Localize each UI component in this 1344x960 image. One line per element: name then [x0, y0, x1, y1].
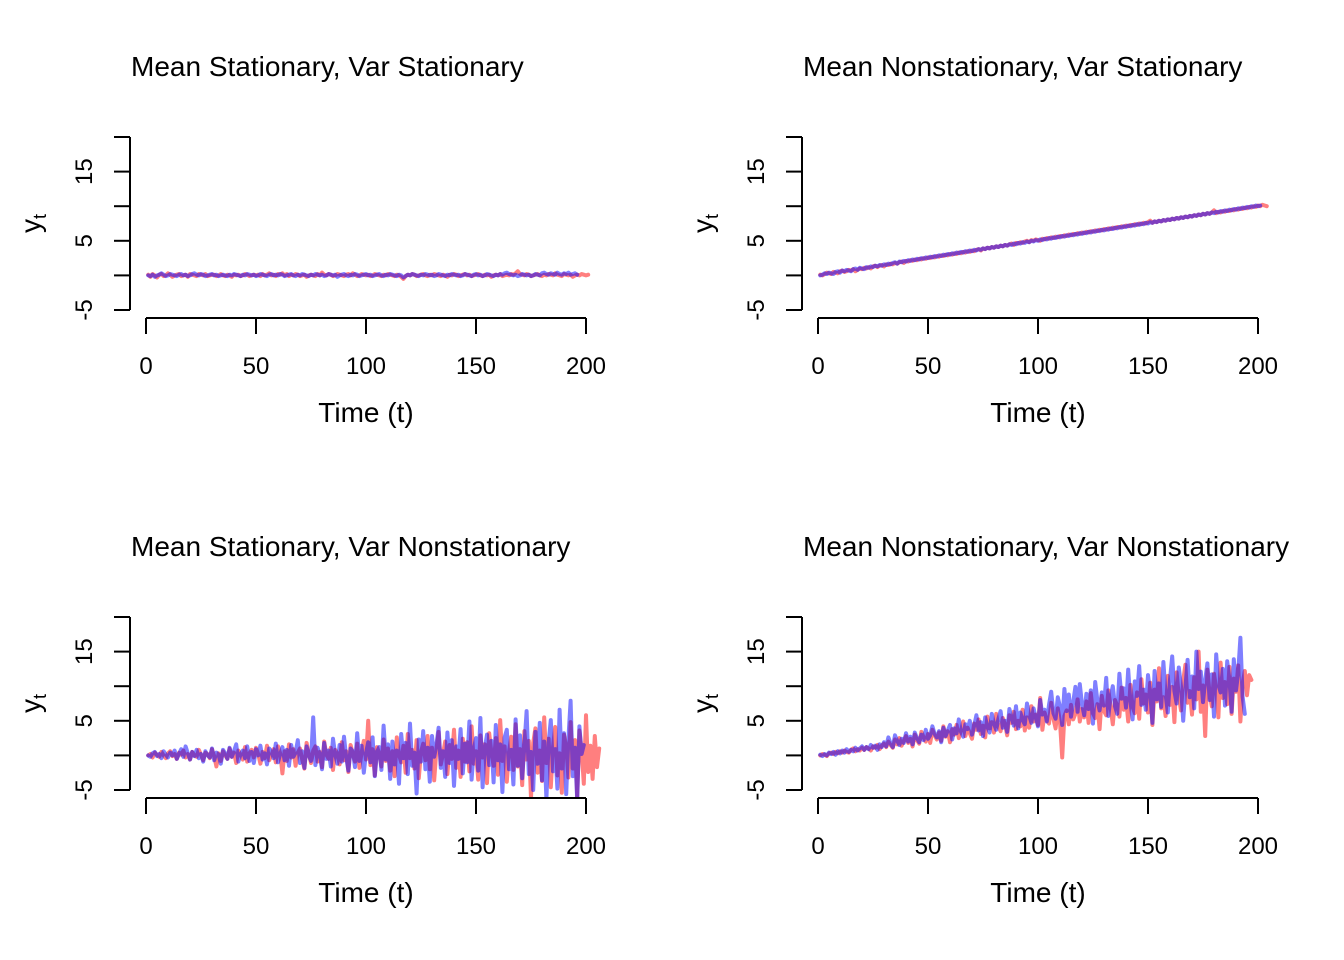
y-axis: -5 5 15	[71, 136, 131, 321]
y-axis: -5 5 15	[743, 136, 803, 321]
x-axis: 0 50 100 150 200	[811, 797, 1278, 860]
y-axis-label: yt	[15, 694, 50, 713]
y-axis-label-subscript: t	[702, 214, 722, 219]
x-tick-label: 150	[456, 353, 496, 380]
panel-1: Mean Stationary, Var Stationary -5 5 15 yt 0 5…	[15, 51, 606, 428]
y-axis-label-subscript: t	[702, 694, 722, 699]
x-tick-label: 0	[811, 353, 824, 380]
x-axis: 0 50 100 150 200	[139, 317, 606, 380]
y-axis-label-main: y	[15, 699, 46, 713]
series-line-blue	[146, 698, 586, 798]
x-axis-label: Time (t)	[990, 877, 1085, 908]
panel-title: Mean Stationary, Var Nonstationary	[131, 531, 570, 562]
y-axis-label: yt	[687, 214, 722, 233]
y-tick-label: -5	[71, 779, 98, 800]
y-axis-label-main: y	[15, 219, 46, 233]
y-tick-label: 5	[71, 234, 98, 247]
y-tick-label: -5	[743, 299, 770, 320]
y-tick-label: 5	[71, 714, 98, 727]
y-axis: -5 5 15	[71, 616, 131, 801]
x-tick-label: 200	[566, 833, 606, 860]
x-tick-label: 50	[915, 833, 942, 860]
x-tick-label: 200	[566, 353, 606, 380]
y-tick-label: 15	[71, 158, 98, 185]
x-tick-label: 0	[139, 353, 152, 380]
panel-title: Mean Nonstationary, Var Stationary	[803, 51, 1242, 82]
panel-title: Mean Nonstationary, Var Nonstationary	[803, 531, 1289, 562]
y-tick-label: 15	[71, 638, 98, 665]
y-axis-label-main: y	[687, 699, 718, 713]
series-group	[146, 269, 591, 281]
panel-4: Mean Nonstationary, Var Nonstationary -5 5…	[687, 531, 1289, 908]
x-tick-label: 150	[456, 833, 496, 860]
x-tick-label: 150	[1128, 833, 1168, 860]
x-tick-label: 100	[1018, 833, 1058, 860]
x-tick-label: 50	[243, 353, 270, 380]
x-axis: 0 50 100 150 200	[811, 317, 1278, 380]
panel-title: Mean Stationary, Var Stationary	[131, 51, 524, 82]
series-line-blue	[818, 203, 1263, 278]
x-tick-label: 200	[1238, 353, 1278, 380]
y-axis-label: yt	[687, 694, 722, 713]
y-tick-label: 5	[743, 714, 770, 727]
x-tick-label: 100	[346, 353, 386, 380]
x-tick-label: 50	[243, 833, 270, 860]
panel-2: Mean Nonstationary, Var Stationary -5 5 15 y…	[687, 51, 1278, 428]
x-axis-label: Time (t)	[318, 877, 413, 908]
y-axis-label-subscript: t	[30, 694, 50, 699]
series-group	[818, 202, 1269, 278]
x-tick-label: 0	[139, 833, 152, 860]
x-axis: 0 50 100 150 200	[139, 797, 606, 860]
x-tick-label: 150	[1128, 353, 1168, 380]
y-tick-label: -5	[743, 779, 770, 800]
panel-3: Mean Stationary, Var Nonstationary -5 5 15 y…	[15, 531, 606, 908]
x-tick-label: 100	[1018, 353, 1058, 380]
x-axis-label: Time (t)	[990, 397, 1085, 428]
y-axis-label: yt	[15, 214, 50, 233]
series-group	[146, 698, 602, 798]
x-tick-label: 200	[1238, 833, 1278, 860]
x-tick-label: 0	[811, 833, 824, 860]
series-line-blue	[146, 270, 580, 280]
y-tick-label: -5	[71, 299, 98, 320]
y-tick-label: 5	[743, 234, 770, 247]
y-tick-label: 15	[743, 638, 770, 665]
y-tick-label: 15	[743, 158, 770, 185]
y-axis-label-subscript: t	[30, 214, 50, 219]
series-line-blue	[818, 635, 1247, 759]
y-axis: -5 5 15	[743, 616, 803, 801]
x-tick-label: 50	[915, 353, 942, 380]
x-axis-label: Time (t)	[318, 397, 413, 428]
x-tick-label: 100	[346, 833, 386, 860]
series-group	[818, 635, 1254, 760]
y-axis-label-main: y	[687, 219, 718, 233]
